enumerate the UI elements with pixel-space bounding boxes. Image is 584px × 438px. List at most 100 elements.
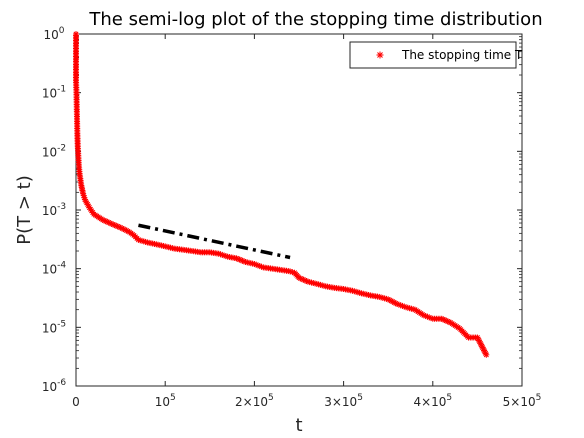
y-tick-label-base: 10 [42,204,57,218]
x-tick-label: 105 [155,393,176,409]
y-tick-label: 10-6 [42,378,67,394]
data-point-fill-stroke [134,235,140,241]
data-point-fill [374,293,381,300]
data-point-fill [160,242,167,249]
y-tick-label: 10-4 [42,261,67,277]
data-point-fill [85,202,92,209]
x-tick-label-exponent: 5 [357,393,363,403]
x-tick-label-base: 10 [155,395,170,409]
y-axis-label: P(T > t) [14,175,35,244]
y-tick-label-base: 10 [42,263,57,277]
x-tick-label-exponent: 5 [536,393,542,403]
data-point-fill-stroke [81,193,87,199]
data-point-fill-stroke [295,274,301,280]
data-point-fill-stroke [393,300,399,306]
data-point-fill-stroke [121,226,127,232]
data-point-fill [482,350,489,357]
data-point-fill-stroke [90,209,96,216]
x-tick-label-exponent: 5 [446,393,452,403]
data-point-fill [320,282,327,289]
reference-line-layer [138,223,291,260]
x-tick-label-base: 3×10 [324,395,357,409]
x-tick-label-base: 0 [72,395,80,409]
data-point-fill-stroke [214,250,220,256]
data-point-fill-stroke [143,239,149,245]
y-tick-label-base: 10 [42,380,57,394]
data-point-fill-stroke [374,294,381,300]
x-tick-label-exponent: 5 [170,393,176,403]
data-point-fill [133,235,140,242]
data-point-fill-stroke [312,280,318,286]
y-tick-label-exponent: -1 [57,85,66,95]
x-tick-label-base: 2×10 [235,395,268,409]
reference-dash-dot-line [138,223,291,260]
x-tick-label: 4×105 [413,393,452,409]
x-tick-label: 2×105 [235,393,274,409]
plot-area: 0 105 2×105 3×105 4×105 5×10510010-110-210-31… [42,26,541,409]
data-point-fill-stroke [410,306,416,312]
y-tick-label-base: 10 [42,321,57,335]
data-point-fill [267,265,274,272]
data-point-fill-stroke [85,203,92,209]
legend-entry-label: The stopping time T [401,48,523,62]
data-point-fill-stroke [289,269,295,275]
y-tick-label: 100 [43,26,64,42]
data-point-fill-stroke [125,228,131,234]
data-point-fill-stroke [107,220,113,226]
axes-box [75,33,523,387]
y-tick-label-base: 10 [43,28,58,42]
data-point-fill [276,266,283,273]
data-point-fill-stroke [98,216,104,222]
y-tick-label: 10-3 [42,202,66,218]
data-point-fill-stroke [348,287,354,293]
data-point-fill-stroke [483,350,489,356]
x-tick-label-base: 4×10 [413,395,446,409]
data-points-layer [73,31,490,358]
y-tick-label-base: 10 [42,87,57,101]
legend: The stopping time T [349,41,523,69]
data-point-fill-stroke [464,333,470,339]
data-point-fill-stroke [383,296,389,302]
y-tick-label-exponent: 0 [59,26,65,36]
data-point-fill [151,240,158,247]
data-point-fill-stroke [285,268,291,274]
data-point-fill-stroke [357,290,363,296]
y-tick-label-exponent: -6 [57,378,66,388]
x-axis-label: t [295,415,302,436]
data-point-fill [142,238,149,245]
x-tick-label-exponent: 5 [268,393,274,403]
y-tick-label: 10-1 [42,85,66,101]
x-tick-label: 3×105 [324,393,363,409]
x-tick-label-base: 5×10 [503,395,536,409]
data-point-fill-stroke [81,195,87,201]
data-point-fill-stroke [116,224,122,230]
data-point-fill [285,268,292,275]
data-point-fill-stroke [259,264,265,270]
x-tick-label: 5×105 [503,393,542,409]
data-point-fill-stroke [80,189,86,195]
data-point-fill-stroke [401,304,407,310]
x-tick-label: 0 [72,395,80,409]
y-tick-label-exponent: -2 [57,143,66,153]
legend-marker [376,51,384,59]
data-point-fill-stroke [223,253,229,259]
data-point-fill-stroke [455,324,461,330]
ticks: 0 105 2×105 3×105 4×105 5×10510010-110-210-31… [42,26,541,409]
y-tick-label-base: 10 [42,145,57,159]
data-point-fill-stroke [160,243,166,249]
data-point-fill-stroke [151,241,158,247]
y-tick-label-exponent: -5 [57,319,66,329]
data-point-fill [249,260,256,267]
data-point-fill-stroke [473,335,479,341]
y-tick-label-exponent: -3 [57,202,66,212]
y-tick-label-exponent: -4 [57,261,66,271]
legend-box [349,41,517,69]
legend-star-icon [376,51,384,59]
y-tick-label: 10-2 [42,143,66,159]
data-point-fill-stroke [129,231,136,237]
legend-star-icon-stroke [377,52,383,58]
chart-title: The semi-log plot of the stopping time d… [88,9,542,30]
data-point-fill-stroke [446,319,452,325]
data-point-fill-stroke [419,311,425,317]
